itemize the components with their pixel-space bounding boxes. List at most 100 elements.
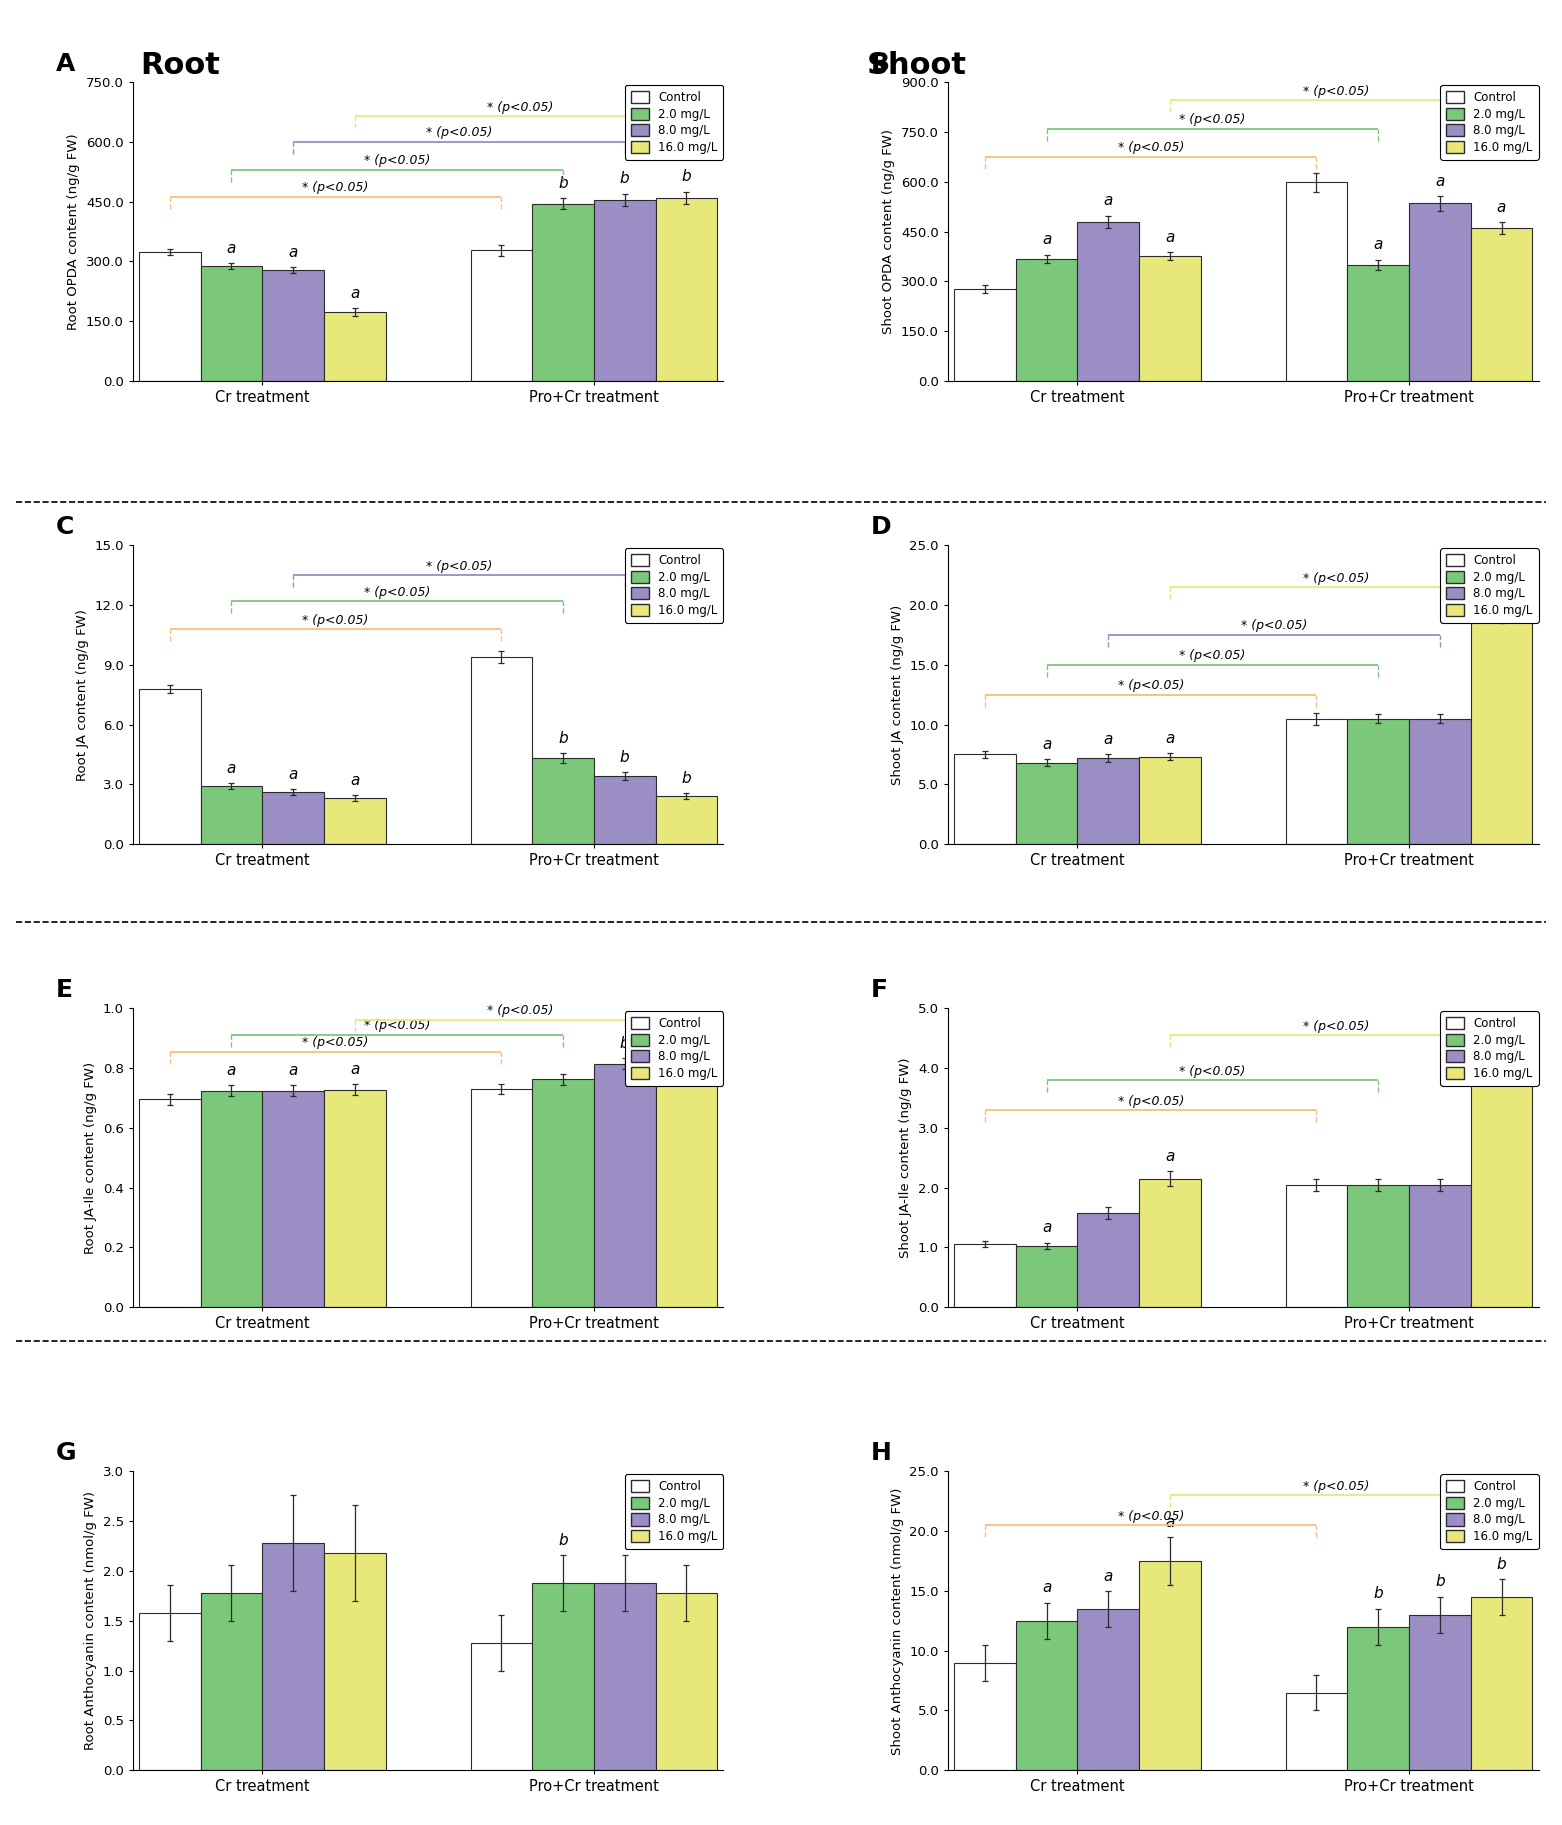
Text: b: b: [620, 172, 629, 186]
Bar: [1409, 1184, 1471, 1307]
Bar: [470, 1642, 533, 1770]
Text: * (p<0.05): * (p<0.05): [426, 126, 492, 139]
Text: * (p<0.05): * (p<0.05): [364, 155, 431, 168]
Text: b: b: [1496, 584, 1506, 599]
Bar: [1348, 265, 1409, 381]
Text: * (p<0.05): * (p<0.05): [364, 1018, 431, 1033]
Bar: [1015, 1621, 1078, 1770]
Text: * (p<0.05): * (p<0.05): [1303, 571, 1368, 584]
Bar: [1015, 1246, 1078, 1307]
Bar: [533, 1079, 594, 1307]
Bar: [1348, 1626, 1409, 1770]
Text: a: a: [1104, 1568, 1114, 1584]
Text: F: F: [872, 978, 889, 1002]
Bar: [1139, 1179, 1201, 1307]
Text: b: b: [1373, 1586, 1382, 1602]
Text: * (p<0.05): * (p<0.05): [303, 613, 369, 626]
Text: b: b: [558, 175, 569, 190]
Y-axis label: Root Anthocyanin content (nmol/g FW): Root Anthocyanin content (nmol/g FW): [84, 1491, 97, 1750]
Bar: [139, 1613, 200, 1770]
Text: b: b: [620, 1037, 629, 1051]
Legend: Control, 2.0 mg/L, 8.0 mg/L, 16.0 mg/L: Control, 2.0 mg/L, 8.0 mg/L, 16.0 mg/L: [1440, 1475, 1539, 1549]
Text: * (p<0.05): * (p<0.05): [1303, 1020, 1368, 1033]
Bar: [1015, 763, 1078, 843]
Legend: Control, 2.0 mg/L, 8.0 mg/L, 16.0 mg/L: Control, 2.0 mg/L, 8.0 mg/L, 16.0 mg/L: [625, 86, 723, 159]
Text: * (p<0.05): * (p<0.05): [1240, 619, 1307, 633]
Text: * (p<0.05): * (p<0.05): [487, 100, 555, 113]
Text: b: b: [1496, 1557, 1506, 1571]
Text: a: a: [350, 772, 359, 788]
Text: a: a: [1165, 230, 1175, 245]
Text: b: b: [681, 770, 692, 787]
Text: a: a: [1165, 1150, 1175, 1164]
Bar: [1348, 1184, 1409, 1307]
Bar: [656, 1593, 717, 1770]
Bar: [200, 1091, 262, 1307]
Text: * (p<0.05): * (p<0.05): [364, 586, 431, 599]
Bar: [139, 688, 200, 843]
Bar: [1139, 257, 1201, 381]
Text: a: a: [1042, 232, 1051, 246]
Bar: [1471, 228, 1532, 381]
Legend: Control, 2.0 mg/L, 8.0 mg/L, 16.0 mg/L: Control, 2.0 mg/L, 8.0 mg/L, 16.0 mg/L: [1440, 1011, 1539, 1086]
Bar: [1471, 1068, 1532, 1307]
Text: a: a: [1042, 1221, 1051, 1236]
Text: * (p<0.05): * (p<0.05): [1117, 141, 1184, 155]
Bar: [470, 657, 533, 843]
Bar: [200, 787, 262, 843]
Text: a: a: [350, 1062, 359, 1077]
Bar: [139, 1099, 200, 1307]
Bar: [470, 1090, 533, 1307]
Text: a: a: [289, 245, 298, 259]
Bar: [1348, 719, 1409, 843]
Bar: [1286, 719, 1348, 843]
Text: b: b: [620, 750, 629, 765]
Legend: Control, 2.0 mg/L, 8.0 mg/L, 16.0 mg/L: Control, 2.0 mg/L, 8.0 mg/L, 16.0 mg/L: [625, 1011, 723, 1086]
Bar: [1078, 221, 1139, 381]
Bar: [533, 1582, 594, 1770]
Bar: [954, 288, 1015, 381]
Text: a: a: [226, 761, 236, 776]
Text: b: b: [558, 732, 569, 746]
Text: * (p<0.05): * (p<0.05): [1179, 1064, 1245, 1079]
Text: a: a: [1104, 193, 1114, 208]
Bar: [1286, 182, 1348, 381]
Bar: [594, 776, 656, 843]
Bar: [594, 199, 656, 381]
Bar: [1286, 1692, 1348, 1770]
Bar: [262, 1544, 323, 1770]
Bar: [533, 759, 594, 843]
Text: * (p<0.05): * (p<0.05): [1117, 1509, 1184, 1522]
Text: B: B: [872, 53, 890, 77]
Bar: [323, 312, 386, 381]
Text: * (p<0.05): * (p<0.05): [303, 1037, 369, 1049]
Text: D: D: [872, 515, 892, 538]
Text: b: b: [1435, 1575, 1445, 1590]
Text: * (p<0.05): * (p<0.05): [1117, 1095, 1184, 1108]
Text: a: a: [1435, 173, 1445, 188]
Y-axis label: Shoot Anthocyanin content (nmol/g FW): Shoot Anthocyanin content (nmol/g FW): [890, 1487, 904, 1754]
Text: Root: Root: [141, 51, 220, 80]
Bar: [262, 1091, 323, 1307]
Bar: [1078, 1610, 1139, 1770]
Bar: [656, 197, 717, 381]
Text: E: E: [56, 978, 73, 1002]
Legend: Control, 2.0 mg/L, 8.0 mg/L, 16.0 mg/L: Control, 2.0 mg/L, 8.0 mg/L, 16.0 mg/L: [1440, 548, 1539, 622]
Bar: [470, 250, 533, 381]
Bar: [594, 1582, 656, 1770]
Text: * (p<0.05): * (p<0.05): [1179, 113, 1245, 126]
Bar: [954, 1663, 1015, 1770]
Bar: [954, 1245, 1015, 1307]
Bar: [656, 1077, 717, 1307]
Text: a: a: [1496, 199, 1506, 215]
Text: a: a: [350, 287, 359, 301]
Text: * (p<0.05): * (p<0.05): [1117, 679, 1184, 692]
Bar: [262, 792, 323, 843]
Bar: [656, 796, 717, 843]
Text: a: a: [226, 1062, 236, 1079]
Bar: [262, 270, 323, 381]
Bar: [323, 798, 386, 843]
Bar: [1286, 1184, 1348, 1307]
Bar: [1471, 615, 1532, 843]
Bar: [1409, 203, 1471, 381]
